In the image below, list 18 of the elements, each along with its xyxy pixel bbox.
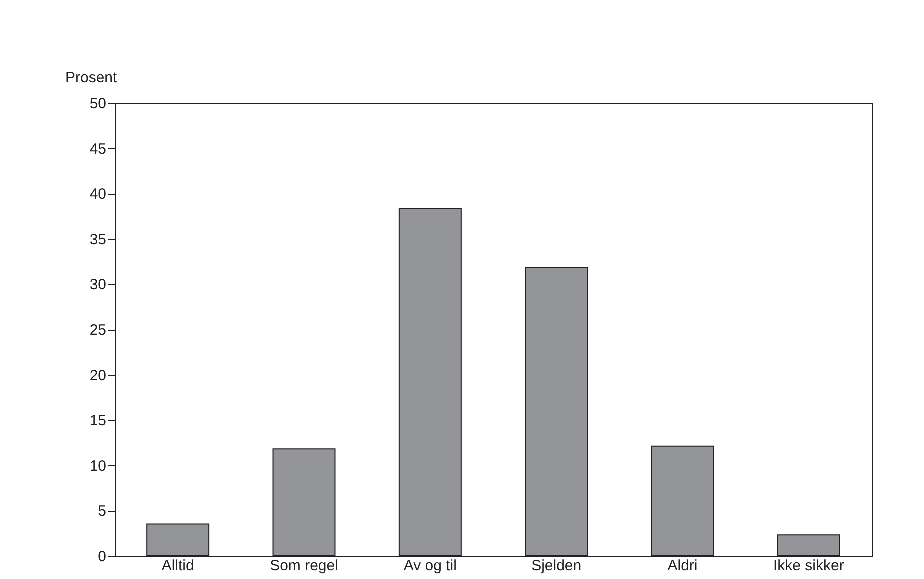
y-tick-label: 50: [90, 96, 106, 112]
y-tick-label: 10: [90, 458, 106, 475]
x-tick-label: Som regel: [270, 558, 338, 574]
y-tick-label: 25: [90, 322, 106, 339]
y-tick-label: 40: [90, 186, 106, 204]
x-tick-label: Aldri: [668, 558, 698, 574]
x-tick-label: Alltid: [162, 558, 194, 574]
y-tick-label: 5: [98, 503, 106, 520]
x-tick-label: Ikke sikker: [773, 558, 844, 574]
x-tick-label: Sjelden: [532, 558, 582, 574]
y-tick-label: 30: [90, 276, 106, 294]
y-tick-label: 20: [90, 367, 106, 384]
y-tick-label: 15: [90, 412, 106, 430]
y-tick-label: 0: [98, 548, 106, 566]
y-tick-label: 45: [90, 140, 106, 158]
x-tick-label: Av og til: [404, 558, 457, 574]
y-axis-title: Prosent: [66, 70, 118, 86]
y-tick-label: 35: [90, 231, 106, 248]
